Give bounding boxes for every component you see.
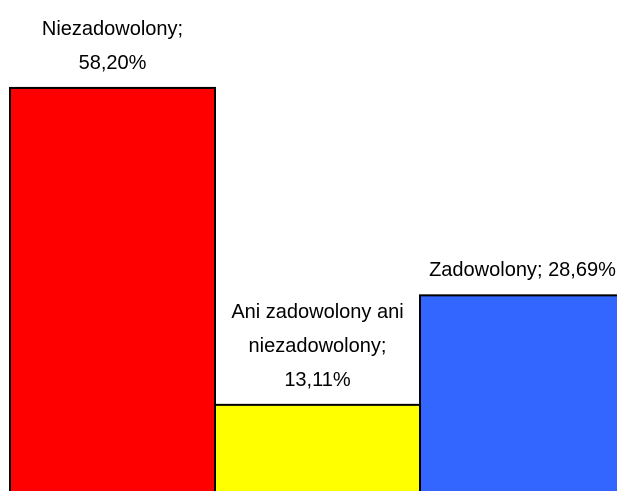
value-label: 28,69% <box>548 259 616 282</box>
category-label: Niezadowolony <box>41 17 178 40</box>
category-label: Zadowolony <box>429 259 537 282</box>
separator: ; <box>536 259 543 282</box>
bar <box>9 86 216 491</box>
bar <box>419 294 617 491</box>
data-label: Niezadowolony; 58,20% <box>15 12 210 80</box>
data-label: Ani zadowolony ani niezadowolony; 13,11% <box>220 295 415 397</box>
value-label: 58,20% <box>78 51 147 74</box>
separator: ; <box>177 17 184 40</box>
separator: ; <box>380 334 387 357</box>
bar <box>214 403 421 491</box>
data-label: Zadowolony; 28,69% <box>425 253 617 287</box>
category-label: Ani zadowolony ani niezadowolony <box>231 300 404 357</box>
value-label: 13,11% <box>284 368 351 391</box>
